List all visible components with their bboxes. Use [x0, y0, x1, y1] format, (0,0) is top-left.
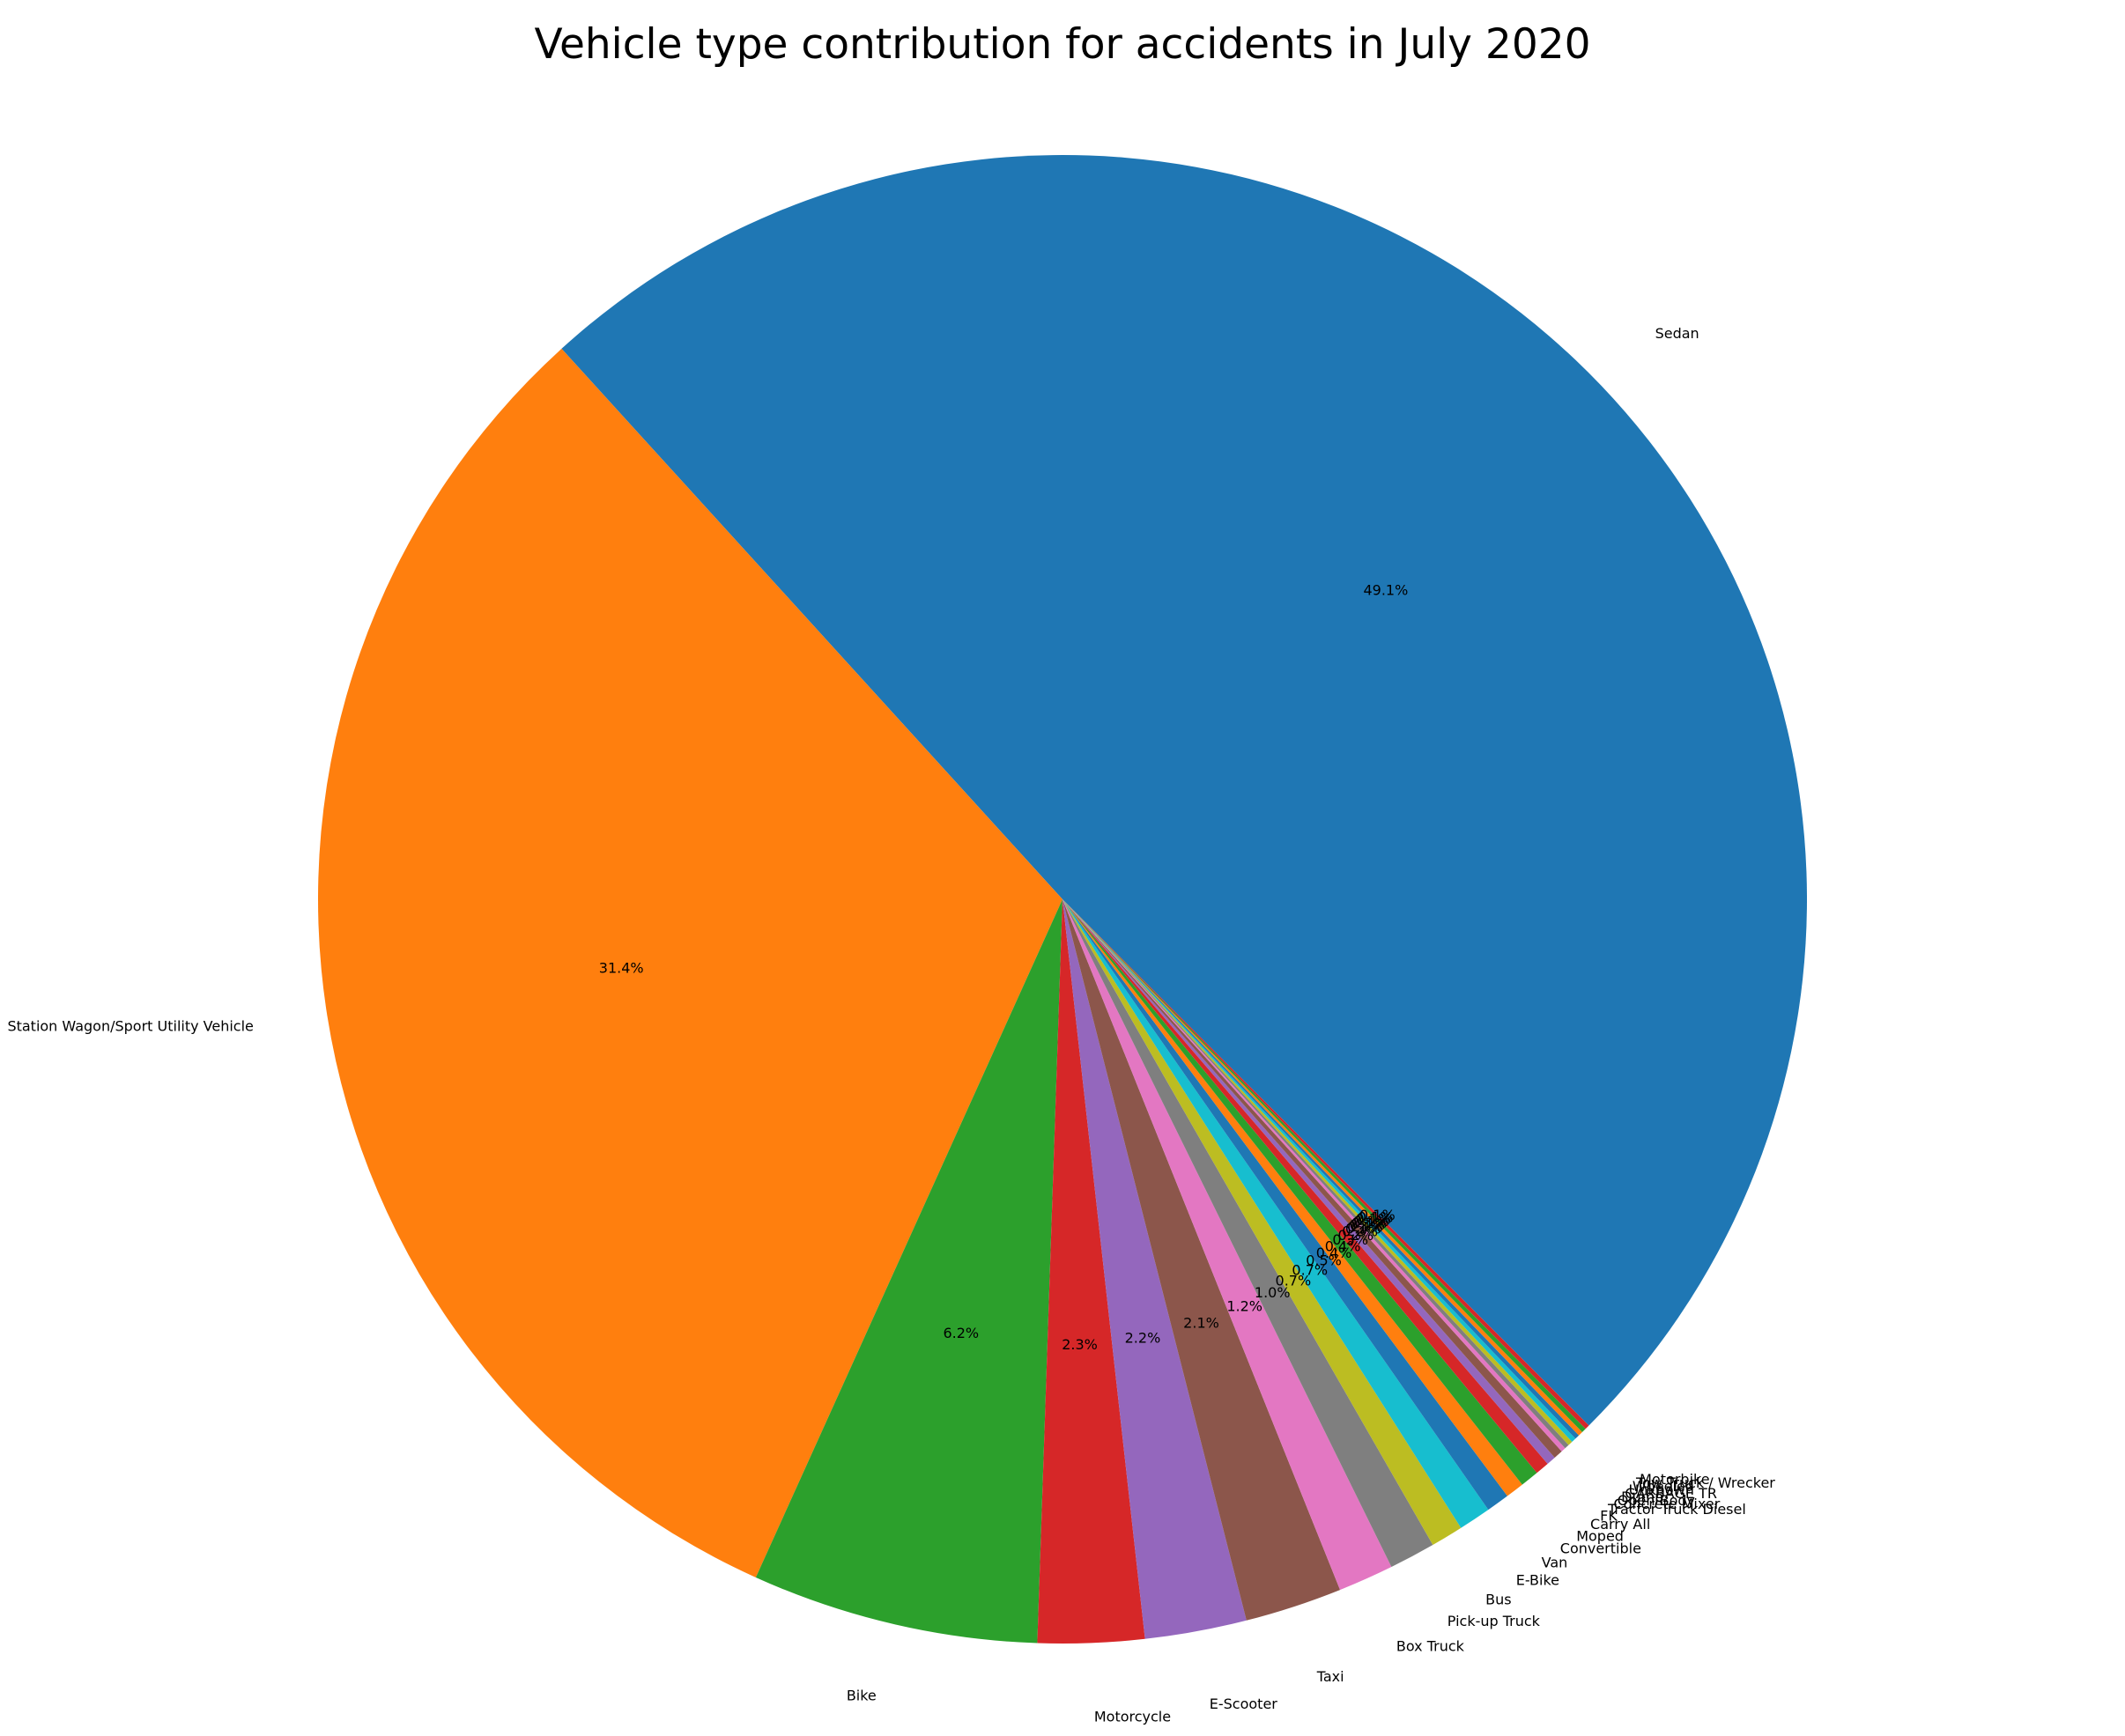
- pct-sedan: 49.1%: [1363, 582, 1408, 599]
- slice-taxi: [1062, 899, 1341, 1621]
- pct-wheeled: 0.1%: [1355, 1211, 1391, 1228]
- label-concrete-mixer: Concrete Mixer: [1613, 1496, 1720, 1512]
- pie-slices: [317, 155, 1807, 1644]
- slice-tractor-truck-diesel: [1062, 899, 1562, 1458]
- label-e-scooter: E-Scooter: [1210, 1695, 1278, 1712]
- slice-carry-all: [1062, 899, 1548, 1474]
- label-van: Van: [1542, 1554, 1568, 1570]
- label-pick-up-truck: Pick-up Truck: [1448, 1613, 1541, 1629]
- label-taxi: Taxi: [1316, 1668, 1344, 1685]
- slice-van: [1062, 899, 1507, 1511]
- label-open-body: Open Body: [1618, 1492, 1695, 1509]
- pct-garbage-tr: 0.1%: [1351, 1215, 1388, 1231]
- slice-concrete-mixer: [1062, 899, 1566, 1452]
- pct-pick-up-truck: 1.0%: [1255, 1284, 1291, 1301]
- pct-moped: 0.4%: [1325, 1237, 1361, 1254]
- pct-box-truck: 1.2%: [1226, 1297, 1262, 1314]
- pct-carry-all: 0.3%: [1332, 1231, 1368, 1248]
- label-tow-truck-wrecker: Tow Truck / Wrecker: [1635, 1474, 1775, 1491]
- pct-open-body: 0.1%: [1347, 1218, 1383, 1235]
- label-bus: Bus: [1485, 1591, 1511, 1607]
- pct-e-bike: 0.7%: [1292, 1262, 1328, 1279]
- label-sedan: Sedan: [1655, 325, 1699, 342]
- slice-pick-up-truck: [1062, 899, 1433, 1568]
- slice-open-body: [1062, 899, 1569, 1449]
- label-garbage-tr: GARBAGE TR: [1625, 1485, 1717, 1502]
- pct-bus: 0.7%: [1276, 1273, 1312, 1289]
- label-station-wagon-sport-utility-vehicle: Station Wagon/Sport Utility Vehicle: [7, 1018, 253, 1035]
- slice-motorcycle: [1037, 899, 1145, 1644]
- pct-tractor-truck-diesel: 0.2%: [1342, 1223, 1378, 1240]
- pct-taxi: 2.1%: [1183, 1314, 1219, 1331]
- slice-fk: [1062, 899, 1555, 1464]
- label-dump: Dump: [1621, 1489, 1663, 1505]
- slice-sedan: [561, 155, 1807, 1426]
- label-motorbike: Motorbike: [1640, 1471, 1709, 1488]
- label-carry-all: Carry All: [1590, 1516, 1650, 1533]
- pct-tow-truck-wrecker: 0.1%: [1358, 1208, 1394, 1225]
- label-convertible: Convertible: [1560, 1540, 1641, 1557]
- slice-motorbike: [1062, 899, 1589, 1429]
- pct-bike: 6.2%: [943, 1325, 979, 1341]
- pct-concrete-mixer: 0.1%: [1345, 1221, 1381, 1237]
- pct-motorcycle: 2.3%: [1062, 1336, 1098, 1353]
- slice-tow-truck-wrecker: [1062, 899, 1586, 1432]
- pct-dump: 0.1%: [1350, 1216, 1386, 1233]
- pct-station-wagon-sport-utility-vehicle: 31.4%: [599, 960, 644, 977]
- pct-unknown: 0.1%: [1353, 1213, 1389, 1230]
- pct-fk: 0.2%: [1337, 1227, 1373, 1244]
- slice-e-scooter: [1062, 899, 1247, 1639]
- chart-title: Vehicle type contribution for accidents …: [534, 20, 1590, 69]
- label-moped: Moped: [1576, 1527, 1624, 1544]
- label-motorcycle: Motorcycle: [1094, 1708, 1171, 1725]
- label-box-truck: Box Truck: [1396, 1637, 1465, 1654]
- slice-e-bike: [1062, 899, 1489, 1528]
- slice-dump: [1062, 899, 1573, 1445]
- slice-wheeled: [1062, 899, 1582, 1436]
- slice-convertible: [1062, 899, 1522, 1496]
- slice-garbage-tr: [1062, 899, 1576, 1443]
- pie-labels: Sedan Station Wagon/Sport Utility Vehicle…: [7, 325, 1775, 1725]
- label-e-bike: E-Bike: [1516, 1571, 1559, 1588]
- slice-station-wagon-sport-utility-vehicle: [317, 348, 1062, 1577]
- label-tractor-truck-diesel: Tractor Truck Diesel: [1607, 1501, 1746, 1518]
- slice-moped: [1062, 899, 1537, 1485]
- pct-van: 0.5%: [1306, 1252, 1342, 1269]
- slice-bus: [1062, 899, 1462, 1546]
- pct-convertible: 0.4%: [1316, 1245, 1352, 1261]
- slice-unknown: [1062, 899, 1580, 1439]
- pie-percent-labels: 49.1%31.4%6.2%2.3% 2.2%2.1%1.2%1.0%0.7%0.…: [599, 582, 1408, 1354]
- label-wheeled: Wheeled: [1633, 1478, 1694, 1495]
- pct-e-scooter: 2.2%: [1125, 1329, 1161, 1346]
- slice-box-truck: [1062, 899, 1392, 1591]
- label-fk: FK: [1600, 1508, 1618, 1525]
- label-unknown: Unknown: [1629, 1481, 1694, 1498]
- slice-bike: [755, 899, 1062, 1644]
- label-bike: Bike: [847, 1688, 877, 1704]
- pct-motorbike: 0.1%: [1359, 1207, 1396, 1223]
